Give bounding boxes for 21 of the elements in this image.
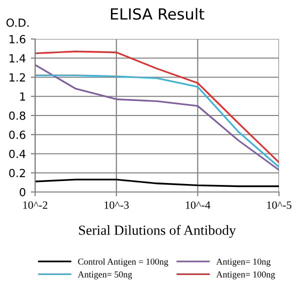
y-axis-title: O.D. bbox=[6, 18, 29, 27]
line-series bbox=[35, 178, 279, 188]
y-tick-label: 1 bbox=[20, 92, 26, 101]
legend-label: Antigen= 50ng bbox=[78, 271, 132, 280]
y-tick-label: 0.4 bbox=[9, 150, 26, 158]
y-tick-label: 0.8 bbox=[9, 111, 26, 120]
y-tick-label: 1.4 bbox=[10, 54, 26, 62]
x-tick-label: 10^-3 bbox=[104, 201, 129, 209]
x-tick-label: 10^-4 bbox=[186, 201, 210, 209]
y-tick-label: 0.6 bbox=[9, 130, 26, 140]
legend-label: Antigen= 100ng bbox=[216, 271, 276, 280]
y-tick-label: 0 bbox=[20, 188, 26, 196]
y-tick-label: 1.2 bbox=[10, 73, 25, 82]
chart-title: ELISA Result bbox=[110, 8, 204, 20]
x-axis-title: Serial Dilutions of Antibody bbox=[79, 224, 236, 238]
y-tick-label: 0.2 bbox=[9, 168, 25, 178]
y-tick-label: 1.6 bbox=[10, 34, 26, 44]
legend-label: Antigen= 10ng bbox=[216, 258, 270, 267]
x-tick-label: 10^-5 bbox=[267, 201, 292, 209]
legend-label: Control Antigen = 100ng bbox=[78, 258, 168, 267]
x-tick-label: 10^-2 bbox=[23, 201, 48, 209]
